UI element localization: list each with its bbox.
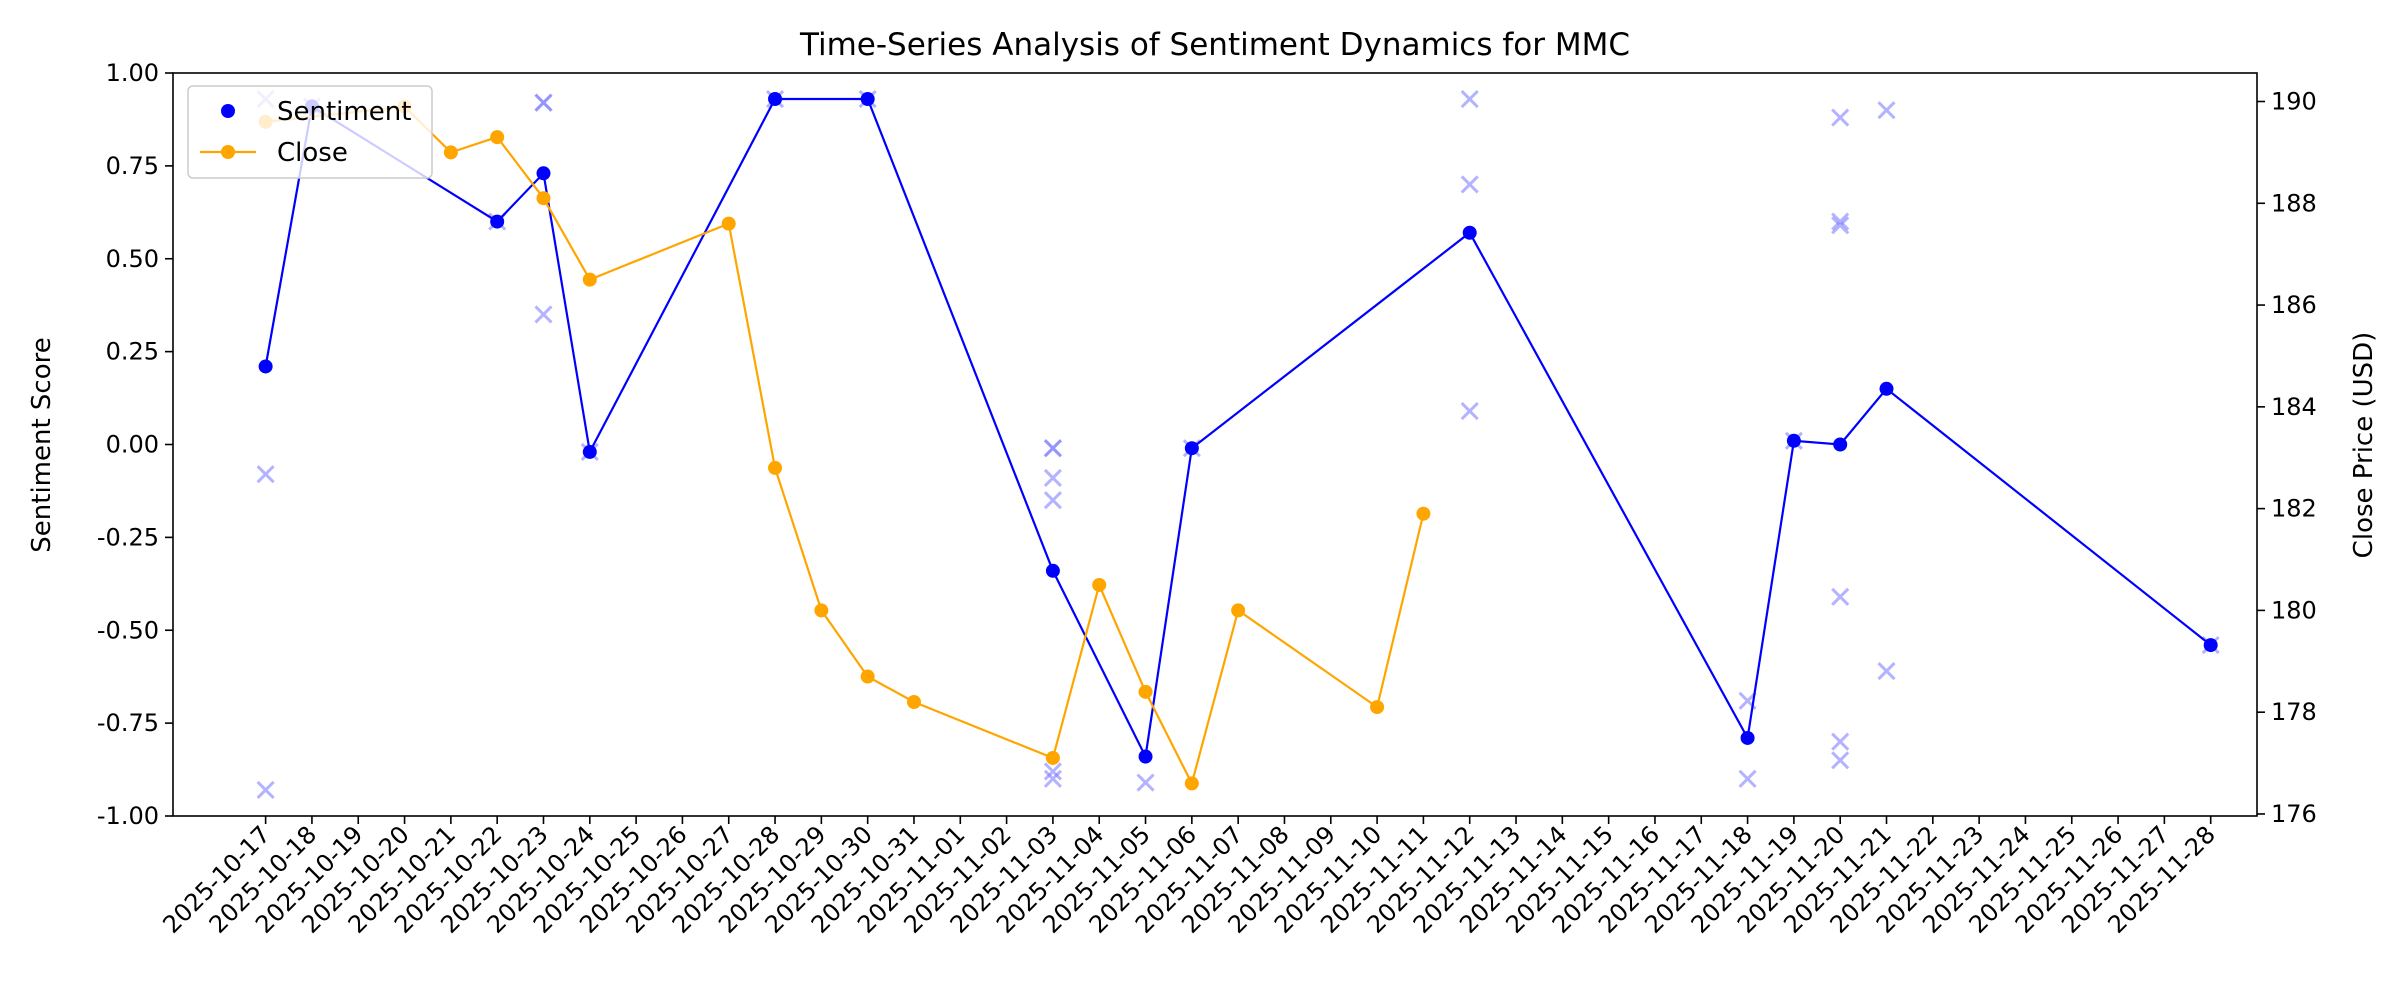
y-axis-label: Sentiment Score — [27, 337, 57, 552]
close-point-13 — [1138, 684, 1153, 699]
headline-score-marker-12 — [1043, 439, 1062, 458]
legend-sentiment-marker — [221, 104, 235, 118]
close-point-9 — [860, 669, 875, 684]
y-tick-label-6: 0.50 — [106, 245, 159, 273]
y-right-tick-label-0: 176 — [2271, 800, 2317, 828]
close-point-6 — [721, 216, 736, 231]
y-tick-label-8: 1.00 — [106, 59, 159, 87]
close-point-14 — [1184, 776, 1199, 791]
sentiment-point-10 — [1462, 225, 1477, 240]
plot-frame — [172, 72, 2258, 817]
y-right-tick-label-2: 180 — [2271, 596, 2317, 624]
sentiment-point-6 — [860, 92, 875, 107]
sentiment-point-5 — [768, 92, 783, 107]
close-point-7 — [768, 460, 783, 475]
headline-score-marker-17 — [1136, 773, 1155, 792]
sentiment-point-13 — [1833, 437, 1848, 452]
y-tick-label-4: 0.00 — [106, 431, 159, 459]
y-right-tick-label-6: 188 — [2271, 189, 2317, 217]
close-point-11 — [1045, 750, 1060, 765]
headline-score-marker-29 — [1831, 732, 1850, 751]
headline-score-marker-1 — [256, 465, 275, 484]
close-point-4 — [536, 191, 551, 206]
y-right-tick-label-7: 190 — [2271, 87, 2317, 115]
y-tick-label-3: -0.25 — [97, 523, 159, 551]
headline-score-marker-28 — [1831, 587, 1850, 606]
y-right-tick-label-3: 182 — [2271, 495, 2317, 523]
headline-score-marker-15 — [1043, 762, 1062, 781]
headline-score-marker-13 — [1043, 468, 1062, 487]
close-line — [265, 105, 1425, 787]
y-tick-label-1: -0.75 — [97, 709, 159, 737]
chart-title: Time-Series Analysis of Sentiment Dynami… — [799, 27, 1630, 63]
close-point-17 — [1416, 506, 1431, 521]
right-y-axis: 176 178 180 182 184 186 188 190 — [2257, 87, 2317, 828]
points-layer — [258, 92, 2218, 791]
headline-score-marker-19 — [1460, 89, 1479, 109]
close-point-2 — [443, 145, 458, 160]
sentiment-point-14 — [1879, 381, 1894, 396]
sentiment-point-11 — [1740, 730, 1755, 745]
headline-score-marker-31 — [1877, 101, 1896, 120]
sentiment-point-12 — [1786, 433, 1801, 448]
y-tick-label-5: 0.25 — [106, 338, 159, 366]
sentiment-point-8 — [1138, 749, 1153, 764]
close-point-15 — [1231, 603, 1246, 618]
lines-layer — [264, 97, 2212, 787]
close-point-5 — [582, 272, 597, 287]
legend-close-label: Close — [277, 138, 348, 168]
headline-score-marker-2 — [256, 780, 275, 800]
headline-score-marker-27 — [1831, 216, 1850, 235]
y-right-tick-label-1: 178 — [2271, 698, 2317, 726]
sentiment-point-9 — [1184, 441, 1199, 456]
legend: Sentiment Close — [187, 85, 433, 179]
headline-score-marker-26 — [1831, 212, 1850, 231]
close-point-3 — [490, 130, 505, 145]
sentiment-point-0 — [258, 359, 273, 374]
sentiment-point-7 — [1045, 563, 1060, 578]
close-point-10 — [906, 695, 921, 710]
y-tick-label-7: 0.75 — [106, 152, 159, 180]
sentiment-point-4 — [582, 444, 597, 459]
sentiment-point-3 — [536, 166, 551, 181]
headline-score-marker-16 — [1043, 769, 1062, 788]
headline-score-marker-23 — [1738, 769, 1757, 788]
headline-score-marker-14 — [1043, 491, 1062, 510]
y-right-tick-label-4: 184 — [2271, 393, 2317, 421]
close-point-16 — [1370, 700, 1385, 715]
headline-score-marker-7 — [534, 305, 553, 324]
headline-score-marker-21 — [1460, 402, 1479, 421]
legend-close-marker — [221, 145, 235, 159]
y-tick-label-0: -1.00 — [97, 802, 159, 830]
y-right-tick-label-5: 186 — [2271, 291, 2317, 319]
sentiment-line — [264, 97, 2212, 761]
headline-score-marker-20 — [1460, 175, 1479, 194]
legend-sentiment-label: Sentiment — [277, 97, 411, 127]
headline-score-marker-30 — [1831, 751, 1850, 770]
close-point-8 — [814, 603, 829, 618]
headline-score-marker-6 — [534, 93, 553, 112]
left-y-axis: -1.00 -0.75 -0.50 -0.25 0.00 0.25 0.50 0.75 1.00 — [97, 59, 173, 830]
scatter-layer — [256, 89, 2220, 800]
sentiment-point-2 — [490, 214, 505, 229]
sentiment-point-15 — [2203, 638, 2218, 653]
close-point-12 — [1092, 577, 1107, 592]
legend-box — [187, 85, 433, 179]
headline-score-marker-25 — [1831, 108, 1850, 127]
y-axis-label-right: Close Price (USD) — [2349, 332, 2379, 559]
y-tick-label-2: -0.50 — [97, 616, 159, 644]
headline-score-marker-32 — [1877, 662, 1896, 681]
x-axis: 2025-10-172025-10-182025-10-192025-10-20… — [157, 816, 2221, 939]
